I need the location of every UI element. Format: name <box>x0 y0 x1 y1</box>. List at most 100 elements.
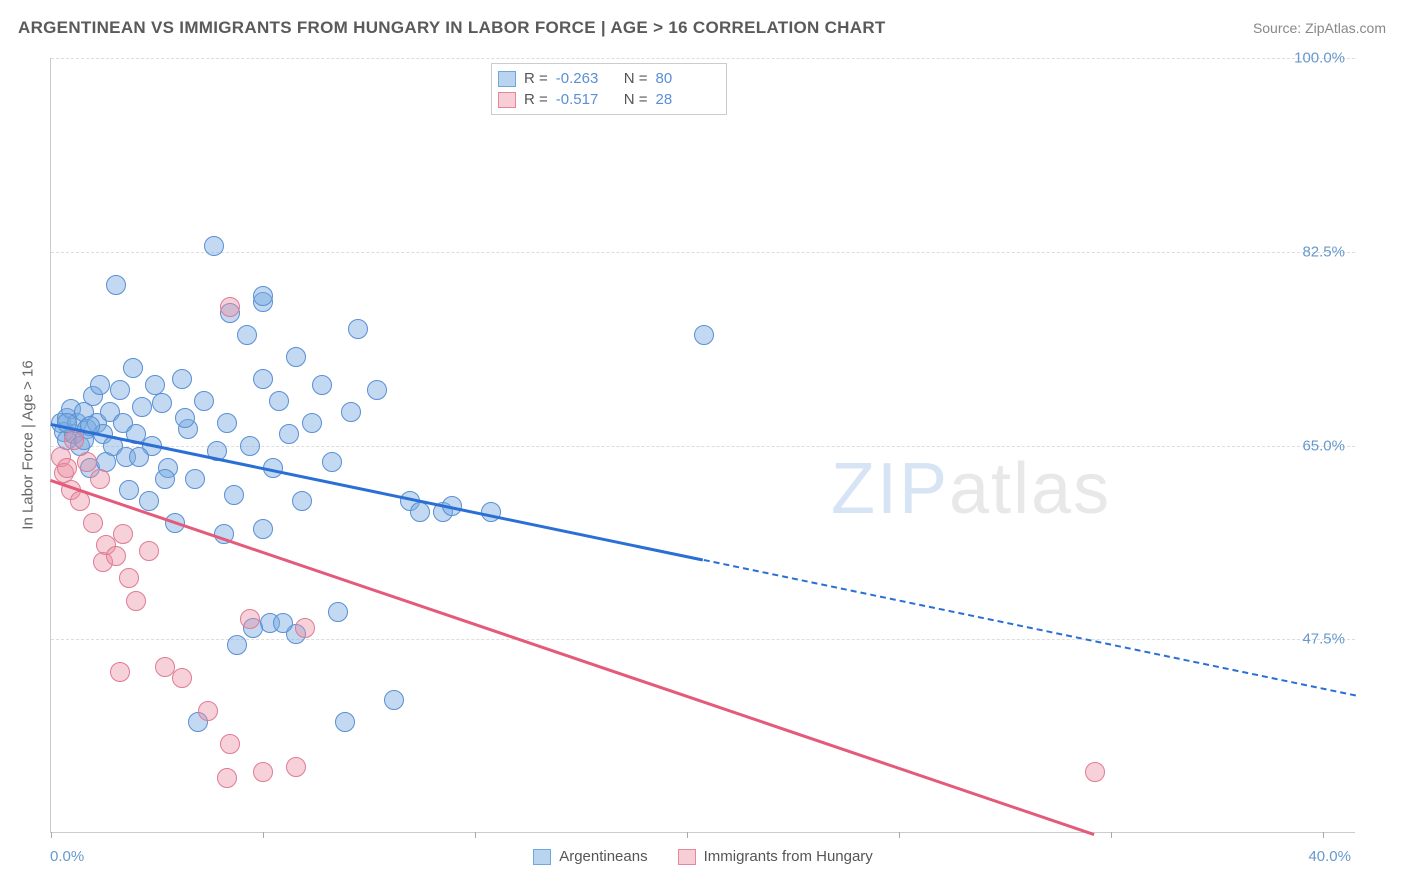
gridline-h <box>51 639 1355 640</box>
stats-n-label-0: N = <box>624 70 648 87</box>
data-point <box>172 668 192 688</box>
x-tick <box>687 832 688 838</box>
data-point <box>328 602 348 622</box>
stats-r-value-0: -0.263 <box>556 70 616 87</box>
data-point <box>1085 762 1105 782</box>
x-tick <box>1111 832 1112 838</box>
data-point <box>145 375 165 395</box>
stats-row-0: R = -0.263 N = 80 <box>498 68 716 89</box>
legend-label-1: Immigrants from Hungary <box>704 848 873 865</box>
legend-label-0: Argentineans <box>559 848 647 865</box>
data-point <box>269 391 289 411</box>
watermark-atlas: atlas <box>949 449 1111 529</box>
data-point <box>110 662 130 682</box>
stats-n-label-1: N = <box>624 91 648 108</box>
data-point <box>126 591 146 611</box>
data-point <box>83 513 103 533</box>
data-point <box>132 397 152 417</box>
data-point <box>90 375 110 395</box>
data-point <box>240 609 260 629</box>
stats-n-value-1: 28 <box>656 91 716 108</box>
data-point <box>367 380 387 400</box>
legend-item-0: Argentineans <box>533 848 647 865</box>
data-point <box>253 762 273 782</box>
data-point <box>286 347 306 367</box>
data-point <box>295 618 315 638</box>
data-point <box>253 369 273 389</box>
data-point <box>119 568 139 588</box>
data-point <box>410 502 430 522</box>
plot-area: ZIPatlas R = -0.263 N = 80 R = -0.517 N … <box>50 58 1355 833</box>
y-tick-label: 47.5% <box>1302 631 1345 648</box>
swatch-series-0 <box>498 71 516 87</box>
data-point <box>240 436 260 456</box>
data-point <box>227 635 247 655</box>
data-point <box>113 524 133 544</box>
data-point <box>312 375 332 395</box>
data-point <box>220 734 240 754</box>
data-point <box>286 757 306 777</box>
stats-r-label-1: R = <box>524 91 548 108</box>
data-point <box>253 519 273 539</box>
data-point <box>152 393 172 413</box>
data-point <box>106 546 126 566</box>
data-point <box>90 469 110 489</box>
swatch-series-1 <box>498 92 516 108</box>
source-attribution: Source: ZipAtlas.com <box>1253 20 1386 36</box>
stats-box: R = -0.263 N = 80 R = -0.517 N = 28 <box>491 63 727 115</box>
stats-row-1: R = -0.517 N = 28 <box>498 89 716 110</box>
bottom-legend: Argentineans Immigrants from Hungary <box>0 848 1406 865</box>
data-point <box>64 430 84 450</box>
chart-title: ARGENTINEAN VS IMMIGRANTS FROM HUNGARY I… <box>18 18 886 38</box>
gridline-h <box>51 252 1355 253</box>
data-point <box>139 541 159 561</box>
data-point <box>279 424 299 444</box>
x-tick <box>475 832 476 838</box>
y-axis-title: In Labor Force | Age > 16 <box>20 360 37 529</box>
data-point <box>155 469 175 489</box>
data-point <box>341 402 361 422</box>
x-tick <box>263 832 264 838</box>
data-point <box>172 369 192 389</box>
data-point <box>194 391 214 411</box>
data-point <box>384 690 404 710</box>
data-point <box>217 768 237 788</box>
data-point <box>57 458 77 478</box>
data-point <box>335 712 355 732</box>
data-point <box>139 491 159 511</box>
stats-r-label-0: R = <box>524 70 548 87</box>
data-point <box>198 701 218 721</box>
data-point <box>220 297 240 317</box>
data-point <box>106 275 126 295</box>
trend-line <box>703 559 1356 697</box>
data-point <box>273 613 293 633</box>
data-point <box>217 413 237 433</box>
data-point <box>224 485 244 505</box>
x-tick <box>51 832 52 838</box>
data-point <box>253 286 273 306</box>
watermark-zip: ZIP <box>831 449 949 529</box>
gridline-h <box>51 58 1355 59</box>
y-tick-label: 82.5% <box>1302 243 1345 260</box>
legend-item-1: Immigrants from Hungary <box>678 848 873 865</box>
data-point <box>237 325 257 345</box>
header-row: ARGENTINEAN VS IMMIGRANTS FROM HUNGARY I… <box>18 18 1386 38</box>
data-point <box>119 480 139 500</box>
data-point <box>123 358 143 378</box>
data-point <box>185 469 205 489</box>
y-tick-label: 65.0% <box>1302 437 1345 454</box>
data-point <box>129 447 149 467</box>
legend-swatch-0 <box>533 849 551 865</box>
data-point <box>302 413 322 433</box>
data-point <box>348 319 368 339</box>
stats-r-value-1: -0.517 <box>556 91 616 108</box>
x-tick <box>899 832 900 838</box>
data-point <box>322 452 342 472</box>
y-tick-label: 100.0% <box>1294 50 1345 67</box>
data-point <box>292 491 312 511</box>
data-point <box>204 236 224 256</box>
stats-n-value-0: 80 <box>656 70 716 87</box>
data-point <box>175 408 195 428</box>
data-point <box>694 325 714 345</box>
data-point <box>110 380 130 400</box>
